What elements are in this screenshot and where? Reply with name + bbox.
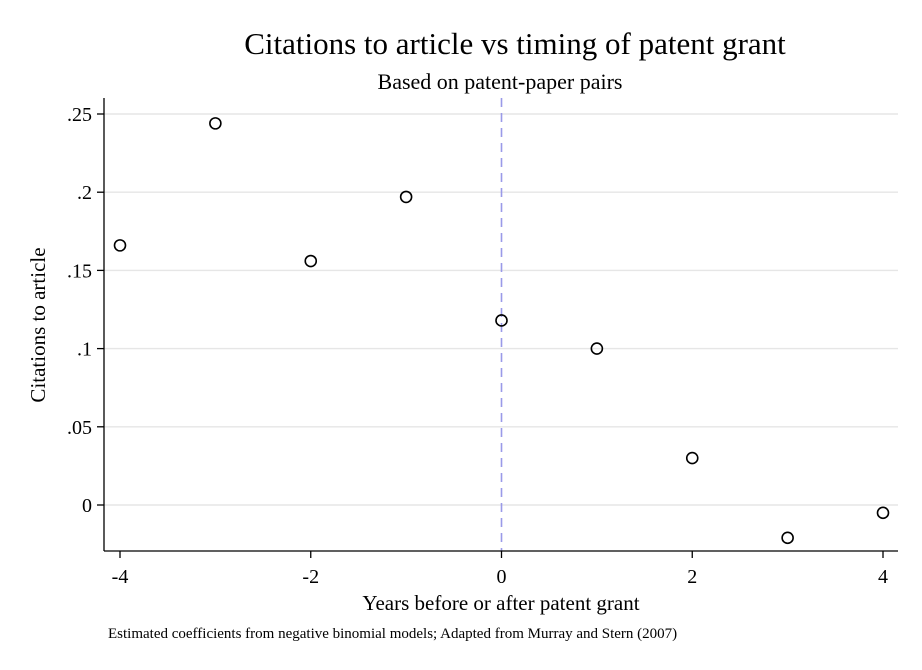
y-tick-label: .25 bbox=[67, 104, 92, 126]
x-tick-label: 0 bbox=[497, 566, 507, 588]
x-tick-label: -4 bbox=[112, 566, 129, 588]
chart-title: Citations to article vs timing of patent… bbox=[244, 26, 786, 61]
y-tick-label: .1 bbox=[77, 339, 92, 361]
y-axis-title: Citations to article bbox=[26, 247, 50, 402]
data-point bbox=[115, 240, 126, 251]
x-tick-label: 4 bbox=[878, 566, 888, 588]
y-tick-label: .05 bbox=[67, 417, 92, 439]
x-tick-label: 2 bbox=[687, 566, 697, 588]
data-point bbox=[305, 256, 316, 267]
y-tick-label: 0 bbox=[82, 495, 92, 517]
x-axis-title: Years before or after patent grant bbox=[362, 591, 639, 615]
data-point bbox=[687, 453, 698, 464]
data-point bbox=[782, 532, 793, 543]
y-tick-label: .2 bbox=[77, 182, 92, 204]
y-tick-label: .15 bbox=[67, 260, 92, 282]
data-point bbox=[878, 507, 889, 518]
y-ticks: 0 .05 .1 .15 .2 .25 bbox=[67, 104, 104, 517]
data-point bbox=[401, 191, 412, 202]
data-point bbox=[210, 118, 221, 129]
x-tick-label: -2 bbox=[302, 566, 319, 588]
x-ticks: -4 -2 0 2 4 bbox=[112, 551, 888, 588]
chart-subtitle: Based on patent-paper pairs bbox=[378, 69, 623, 94]
chart-note: Estimated coefficients from negative bin… bbox=[108, 626, 677, 642]
